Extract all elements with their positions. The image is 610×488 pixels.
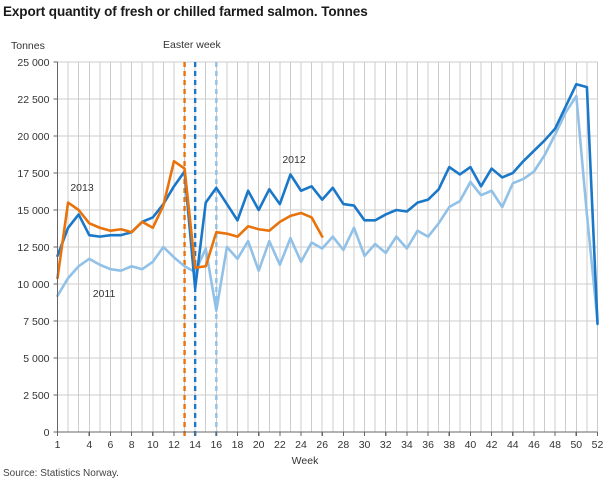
x-tick-label: 8 (129, 439, 135, 451)
y-tick-label: 10 000 (17, 279, 49, 291)
series-label-layer: 2013 2012 2011 (70, 154, 306, 300)
x-tick-label: 14 (189, 439, 201, 451)
x-tick-label: 24 (295, 439, 307, 451)
y-tick-label-layer: 0 2 500 5 000 7 500 10 000 12 500 15 000 17 500… (17, 57, 58, 439)
y-tick-label: 15 000 (17, 205, 49, 217)
y-tick-label: 7 500 (23, 316, 49, 328)
y-tick-label: 25 000 (17, 57, 49, 69)
easter-week-annotation: Easter week (163, 39, 221, 51)
x-tick-label: 4 (86, 439, 92, 451)
x-tick-label: 18 (232, 439, 244, 451)
x-tick-label: 46 (528, 439, 540, 451)
y-tick-label: 5 000 (23, 353, 49, 365)
x-tick-label: 52 (592, 439, 604, 451)
x-tick-label: 12 (168, 439, 180, 451)
series-label-2011: 2011 (93, 288, 116, 300)
series-line-2013 (56, 159, 324, 280)
y-tick-label: 17 500 (17, 168, 49, 180)
y-axis-title: Tonnes (11, 40, 45, 52)
y-tick-label: 12 500 (17, 242, 49, 254)
x-tick-label-layer: 1 4 6 8 10 12 14 16 18 20 22 24 26 28 30 32 34 36 38 40 42 44… (55, 432, 604, 451)
x-tick-label: 20 (253, 439, 265, 451)
series-label-2012: 2012 (282, 154, 306, 166)
x-tick-label: 6 (108, 439, 114, 451)
y-tick-label: 2 500 (23, 390, 49, 402)
x-tick-label: 34 (401, 439, 413, 451)
x-tick-label: 1 (55, 439, 61, 451)
y-tick-label: 0 (44, 427, 50, 439)
x-tick-label: 10 (147, 439, 159, 451)
x-axis-title: Week (291, 455, 319, 467)
x-tick-label: 28 (338, 439, 350, 451)
x-tick-label: 16 (210, 439, 222, 451)
series-line-2011 (56, 94, 599, 323)
y-tick-label: 22 500 (17, 94, 49, 106)
x-tick-label: 30 (359, 439, 371, 451)
x-tick-label: 40 (465, 439, 477, 451)
x-tick-label: 44 (507, 439, 519, 451)
x-tick-label: 32 (380, 439, 392, 451)
series-line-2012 (56, 82, 599, 326)
page-title: Export quantity of fresh or chilled farm… (3, 4, 368, 19)
x-tick-label: 38 (443, 439, 455, 451)
easter-marker-layer (183, 62, 218, 440)
x-tick-label: 26 (316, 439, 328, 451)
grid-layer (57, 61, 598, 433)
x-tick-label: 42 (486, 439, 498, 451)
series-layer (56, 82, 599, 326)
x-tick-label: 22 (274, 439, 286, 451)
x-tick-label: 50 (570, 439, 582, 451)
x-tick-label: 48 (549, 439, 561, 451)
y-tick-label: 20 000 (17, 131, 49, 143)
source-note: Source: Statistics Norway. (3, 468, 119, 479)
series-label-2013: 2013 (70, 182, 94, 194)
x-tick-label: 36 (422, 439, 434, 451)
